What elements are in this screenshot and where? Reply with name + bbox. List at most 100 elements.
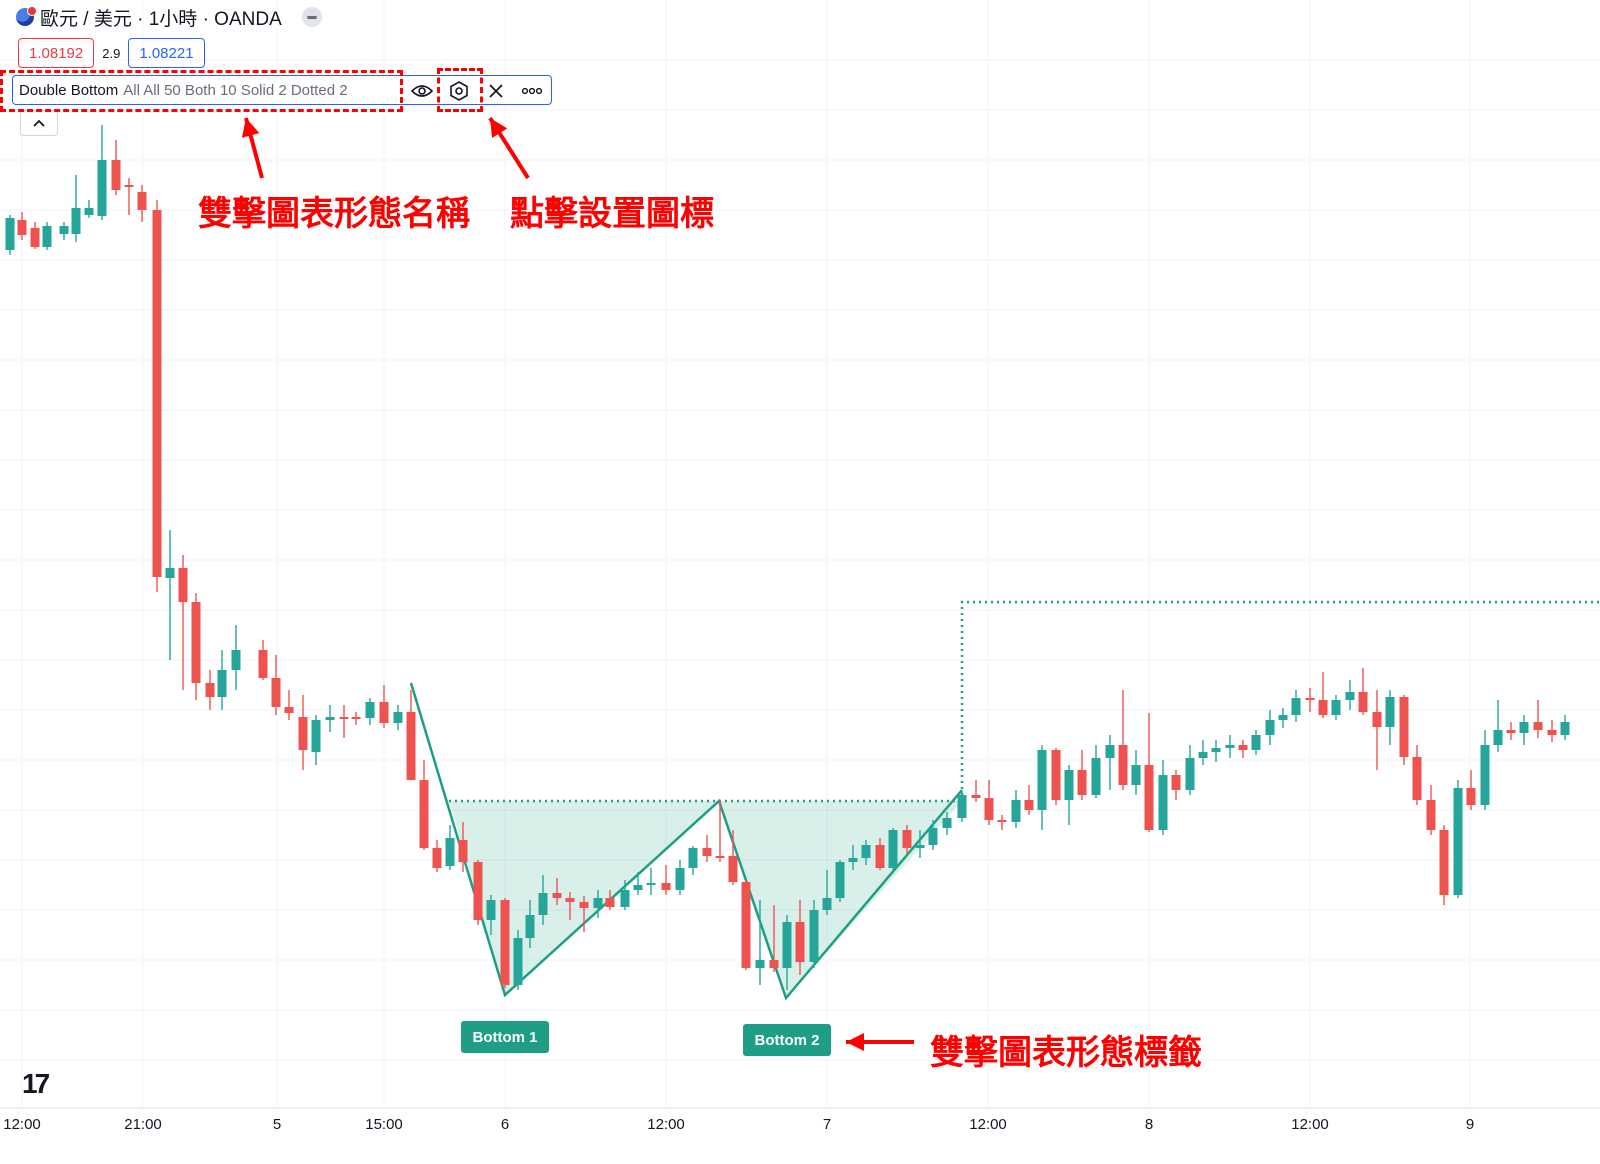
settings-icon[interactable] — [448, 80, 470, 102]
spread-value: 2.9 — [102, 45, 121, 61]
candle — [258, 640, 268, 680]
candle-body — [1560, 722, 1570, 735]
candle — [525, 900, 535, 948]
candle — [1331, 695, 1341, 720]
candle — [957, 790, 967, 822]
candle-body — [741, 882, 751, 968]
candle-body — [755, 960, 765, 968]
double-bottom-pattern — [409, 600, 1600, 1001]
candle — [1144, 713, 1154, 832]
candle-body — [42, 226, 52, 247]
candle-body — [59, 226, 69, 234]
candle-body — [445, 838, 455, 866]
candle — [715, 800, 725, 862]
candle — [42, 222, 52, 250]
candle — [17, 212, 27, 240]
candle-body — [393, 712, 403, 723]
candle-body — [1118, 745, 1128, 785]
collapse-icon[interactable] — [301, 7, 322, 27]
candle — [1480, 730, 1490, 810]
candle-body — [152, 210, 162, 577]
close-icon[interactable] — [485, 80, 507, 102]
time-axis-label: 15:00 — [365, 1116, 403, 1133]
candle — [419, 760, 429, 850]
candle-body — [928, 828, 938, 845]
candle-body — [997, 820, 1007, 822]
candle-body — [795, 922, 805, 962]
eye-icon[interactable] — [411, 80, 433, 102]
candle-body — [1533, 722, 1543, 730]
candle-body — [1077, 770, 1087, 795]
candle-body — [1051, 750, 1061, 800]
candle-body — [473, 862, 483, 920]
candle-body — [688, 848, 698, 868]
candle — [178, 555, 188, 690]
candle-body — [702, 848, 712, 856]
candle-body — [1011, 800, 1021, 822]
candle-body — [861, 845, 871, 858]
candle — [888, 828, 898, 872]
candle — [84, 200, 94, 218]
annotation-arrows — [241, 116, 914, 1051]
candle — [339, 705, 349, 738]
candle-body — [822, 898, 832, 910]
buy-button[interactable]: 1.08221 — [128, 38, 205, 68]
candle-body — [1037, 750, 1047, 810]
time-axis-label: 12:00 — [1291, 1116, 1329, 1133]
candle-body — [124, 185, 134, 187]
candle-body — [137, 192, 147, 210]
time-axis-label: 12:00 — [647, 1116, 685, 1133]
candle-body — [1399, 697, 1409, 757]
candle — [325, 705, 335, 732]
candle — [458, 822, 468, 872]
currency-flag-icon — [16, 6, 37, 26]
candle — [538, 875, 548, 925]
pattern-name-arrow-head — [241, 118, 260, 138]
candle — [1064, 765, 1074, 825]
indicator-legend[interactable]: Double Bottom All All 50 Both 10 Solid 2… — [12, 75, 552, 105]
symbol-title-row[interactable]: 歐元 / 美元 · 1小時 · OANDA — [16, 4, 322, 30]
candle — [593, 890, 603, 918]
candle — [769, 905, 779, 972]
candle-body — [875, 845, 885, 868]
candle-body — [809, 910, 819, 962]
candle — [97, 125, 107, 220]
candle — [1158, 760, 1168, 835]
candle-body — [915, 845, 925, 848]
target-line — [960, 600, 1600, 801]
candle-body — [769, 960, 779, 968]
pattern-name-annotation: 雙擊圖表形態名稱 — [198, 195, 470, 233]
candle-body — [661, 883, 671, 890]
candle-body — [1426, 800, 1436, 830]
candle-body — [1480, 745, 1490, 805]
candle-body — [1131, 765, 1141, 785]
candle-body — [971, 795, 981, 798]
candle — [298, 695, 308, 770]
candle-body — [888, 830, 898, 868]
candle — [1251, 730, 1261, 755]
symbol-title[interactable]: 歐元 / 美元 · 1小時 · OANDA — [40, 8, 282, 30]
price-row: 1.08192 2.9 1.08221 — [18, 38, 205, 68]
sell-button[interactable]: 1.08192 — [18, 38, 95, 68]
chevron-up-icon[interactable] — [20, 110, 58, 136]
candle-body — [538, 893, 548, 915]
candle-body — [458, 840, 468, 862]
candle — [473, 860, 483, 925]
candle — [311, 715, 321, 765]
candle-body — [1331, 700, 1341, 715]
bottom-2-label[interactable]: Bottom 2 — [743, 1024, 831, 1056]
candle-body — [1385, 697, 1395, 727]
indicator-name[interactable]: Double Bottom — [19, 81, 119, 99]
candle — [513, 930, 523, 990]
candle-body — [782, 922, 792, 968]
more-icon[interactable] — [521, 80, 543, 102]
time-axis-label: 6 — [500, 1116, 510, 1133]
candle-body — [579, 902, 589, 908]
candle — [809, 900, 819, 968]
candle — [755, 900, 765, 985]
candle-body — [1372, 712, 1382, 727]
candle-body — [30, 228, 40, 247]
candle — [822, 870, 832, 915]
bottom-1-label[interactable]: Bottom 1 — [461, 1021, 549, 1053]
